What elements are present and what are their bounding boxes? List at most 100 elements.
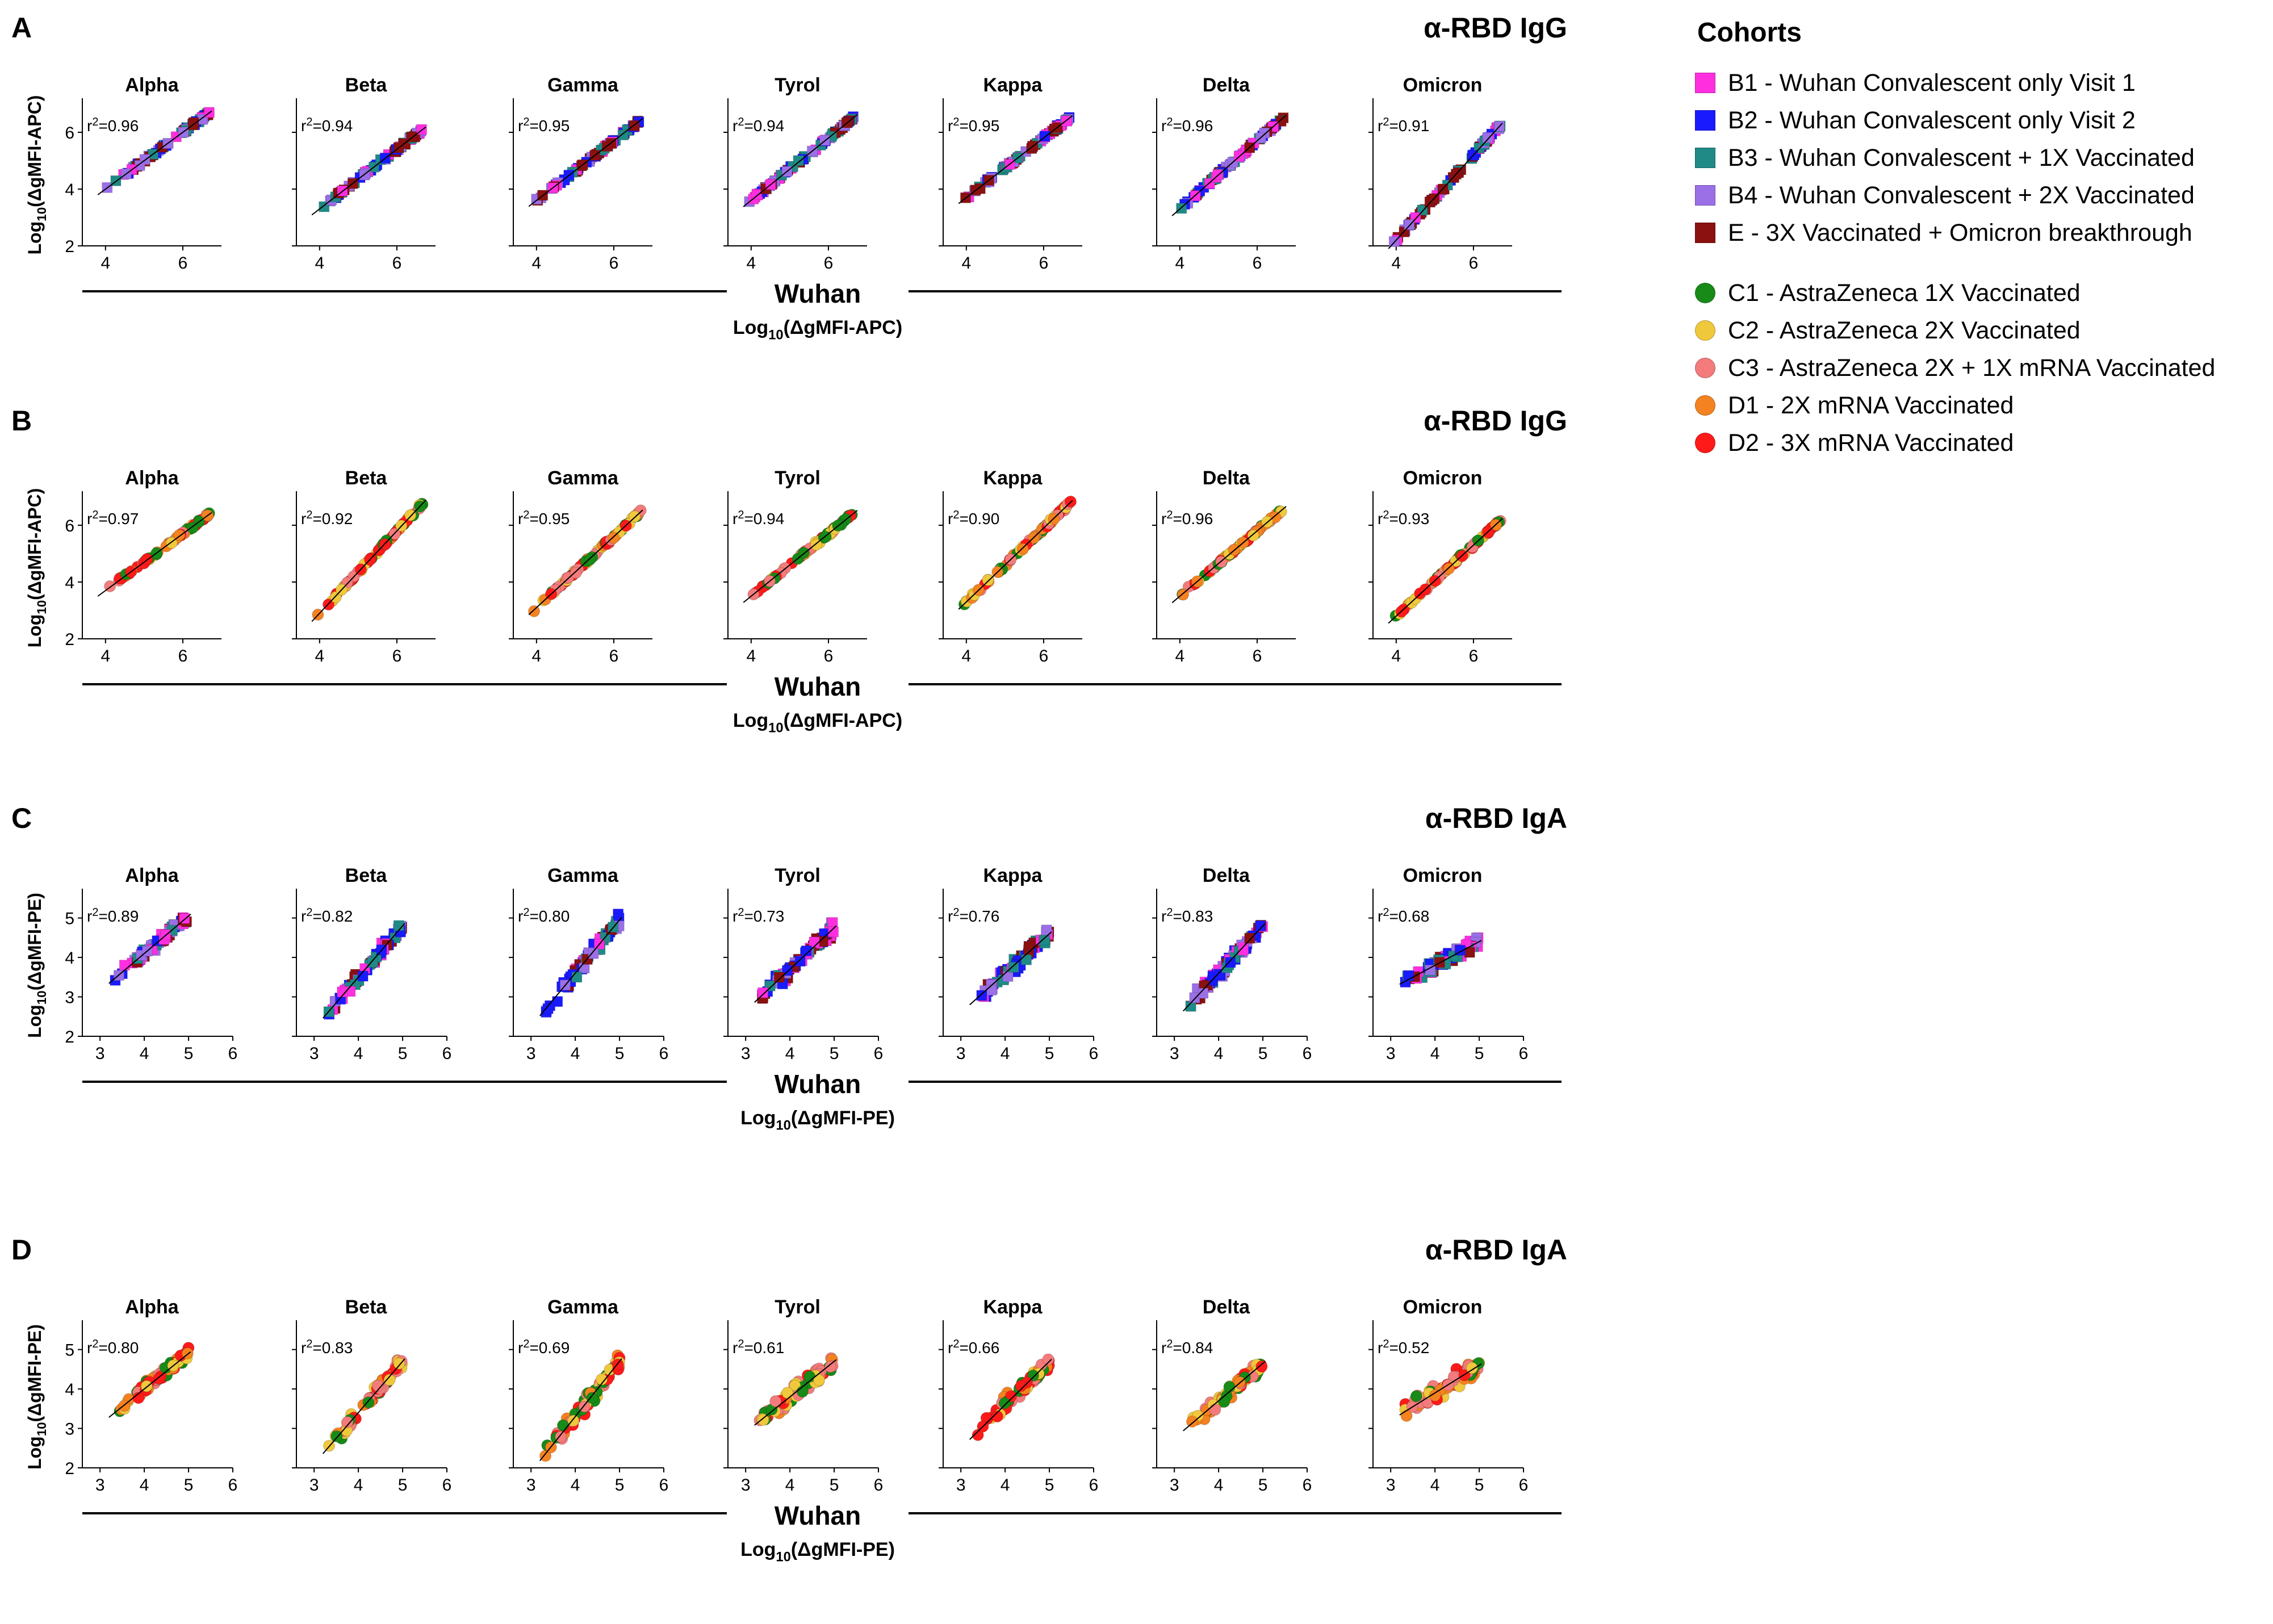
- subplot-tyrol: Tyrol 4 6 r2=0.94: [723, 467, 867, 665]
- data-point: [769, 1395, 782, 1408]
- variant-title: Delta: [1203, 865, 1250, 886]
- variant-title: Gamma: [547, 865, 619, 886]
- legend-title: Cohorts: [1697, 18, 1802, 48]
- x-tick-label: 3: [309, 1044, 319, 1063]
- x-tick-label: 5: [184, 1476, 194, 1495]
- data-point: [1223, 1380, 1236, 1393]
- x-tick-label: 6: [1519, 1476, 1529, 1495]
- x-tick-label: 4: [1430, 1476, 1440, 1495]
- regression-line: [1388, 518, 1503, 624]
- data-point: [570, 567, 582, 579]
- subplot-alpha: Alpha 2 3 4 5 3 4 5 6 r2=0.89: [65, 865, 237, 1063]
- legend-item: B4 - Wuhan Convalescent + 2X Vaccinated: [1695, 177, 2268, 214]
- data-point: [1400, 1409, 1413, 1422]
- data-point: [1209, 1404, 1221, 1416]
- panel-label: B: [11, 405, 32, 437]
- regression-line: [754, 925, 837, 1003]
- data-point: [1404, 219, 1415, 231]
- subplot-alpha: Alpha 2 4 6 4 6 r2=0.97: [65, 467, 221, 665]
- variant-title: Tyrol: [775, 865, 821, 886]
- x-tick-label: 6: [824, 254, 834, 273]
- regression-line: [323, 923, 405, 1019]
- legend-item: B1 - Wuhan Convalescent only Visit 1: [1695, 64, 2268, 102]
- subplot-delta: Delta 4 6 r2=0.96: [1152, 467, 1296, 665]
- data-point: [571, 972, 583, 983]
- subplot-gamma: Gamma 3 4 5 6 r2=0.80: [509, 865, 668, 1063]
- x-tick-label: 5: [1258, 1044, 1268, 1063]
- data-point: [982, 574, 994, 587]
- data-point: [608, 531, 620, 544]
- legend-item: E - 3X Vaccinated + Omicron breakthrough: [1695, 214, 2268, 252]
- x-axis-title: Wuhan: [775, 1501, 861, 1530]
- r-squared-label: r2=0.83: [1161, 906, 1213, 925]
- data-point: [1238, 944, 1249, 956]
- x-tick-label: 6: [228, 1044, 238, 1063]
- x-tick-label: 5: [830, 1044, 839, 1063]
- data-point: [555, 1430, 567, 1443]
- y-tick-label: 6: [65, 517, 74, 535]
- data-point: [1244, 932, 1255, 944]
- regression-line: [1183, 923, 1266, 1012]
- x-tick-label: 5: [1045, 1044, 1054, 1063]
- legend-swatch: [1695, 320, 1715, 341]
- y-tick-label: 4: [65, 181, 74, 199]
- y-tick-label: 2: [65, 1459, 74, 1478]
- legend-swatch: [1695, 283, 1715, 303]
- y-tick-label: 5: [65, 1341, 74, 1360]
- x-tick-label: 6: [178, 254, 188, 273]
- r-squared-label: r2=0.92: [301, 509, 353, 528]
- x-axis-title: Wuhan: [775, 1069, 861, 1099]
- r-squared-label: r2=0.96: [1161, 116, 1213, 135]
- y-axis-label: Log10(ΔgMFI-APC): [24, 95, 49, 255]
- panel-label: A: [11, 12, 32, 44]
- x-tick-label: 4: [140, 1044, 149, 1063]
- r-squared-label: r2=0.94: [732, 116, 784, 135]
- x-tick-label: 6: [1519, 1044, 1529, 1063]
- data-point: [1020, 954, 1032, 965]
- panel-title: α-RBD IgG: [1424, 12, 1567, 44]
- r-squared-label: r2=0.96: [1161, 509, 1213, 528]
- variant-title: Tyrol: [775, 467, 821, 489]
- data-point: [567, 1414, 580, 1427]
- r-squared-label: r2=0.93: [1378, 509, 1429, 528]
- variant-title: Beta: [345, 1296, 388, 1318]
- x-tick-label: 6: [1039, 647, 1049, 665]
- y-tick-label: 4: [65, 1380, 74, 1399]
- y-tick-label: 5: [65, 910, 74, 928]
- x-tick-label: 6: [442, 1044, 452, 1063]
- x-tick-label: 6: [1253, 254, 1262, 273]
- x-tick-label: 4: [354, 1476, 363, 1495]
- subplot-alpha: Alpha 2 4 6 4 6 r2=0.96: [65, 74, 221, 273]
- legend-swatch: [1695, 148, 1715, 168]
- data-point: [1198, 987, 1209, 999]
- x-tick-label: 4: [354, 1044, 363, 1063]
- x-tick-label: 5: [184, 1044, 194, 1063]
- x-tick-label: 4: [140, 1476, 149, 1495]
- regression-line: [1399, 1363, 1482, 1416]
- x-tick-label: 4: [101, 647, 110, 665]
- y-axis-label: Log10(ΔgMFI-APC): [24, 488, 49, 648]
- x-tick-label: 4: [571, 1044, 580, 1063]
- x-tick-label: 6: [659, 1044, 669, 1063]
- data-point: [1218, 1396, 1230, 1408]
- data-point: [1255, 920, 1266, 932]
- x-tick-label: 6: [1469, 254, 1479, 273]
- legend-swatch: [1695, 395, 1715, 416]
- x-tick-label: 3: [526, 1044, 536, 1063]
- r-squared-label: r2=0.82: [301, 906, 353, 925]
- data-point: [372, 1379, 384, 1392]
- x-tick-label: 3: [741, 1476, 751, 1495]
- regression-line: [754, 1359, 837, 1426]
- data-point: [393, 1357, 405, 1370]
- subplot-beta: Beta 3 4 5 6 r2=0.83: [292, 1296, 451, 1495]
- data-point: [782, 965, 793, 976]
- x-tick-label: 3: [95, 1476, 105, 1495]
- data-point: [828, 926, 839, 937]
- y-tick-label: 3: [65, 989, 74, 1007]
- regression-line: [108, 914, 191, 984]
- legend-swatch: [1695, 185, 1715, 206]
- x-axis-title: Wuhan: [775, 279, 861, 308]
- legend-label: B1 - Wuhan Convalescent only Visit 1: [1728, 69, 2136, 97]
- legend-item: B2 - Wuhan Convalescent only Visit 2: [1695, 102, 2268, 139]
- data-point: [976, 990, 987, 1001]
